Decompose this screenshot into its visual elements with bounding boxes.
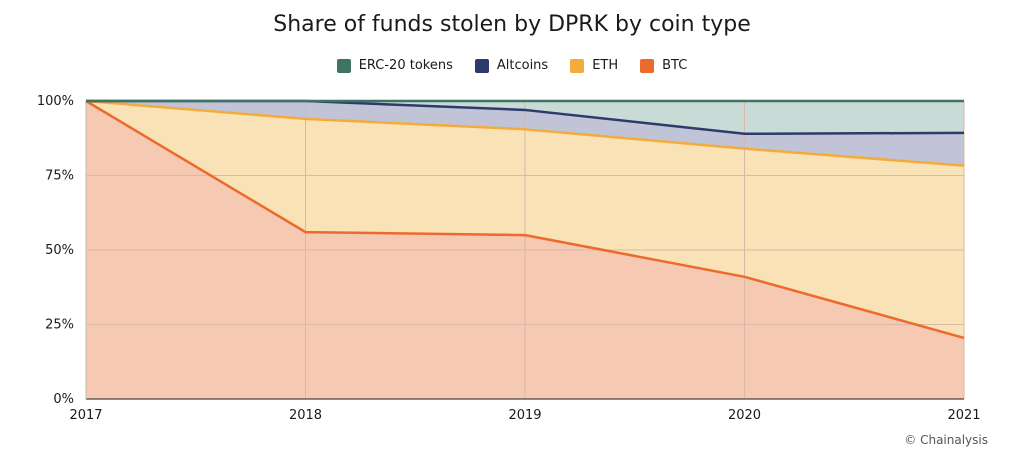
x-tick-label: 2017 (69, 408, 102, 423)
x-tick-label: 2018 (289, 408, 322, 423)
line-btc (85, 99, 965, 340)
chart-legend: ERC-20 tokens Altcoins ETH BTC (0, 58, 1024, 73)
y-tick-label: 75% (45, 169, 74, 184)
legend-item-btc: BTC (640, 58, 687, 73)
x-tick-label: 2021 (947, 408, 980, 423)
legend-item-erc20: ERC-20 tokens (336, 58, 453, 73)
legend-label-btc: BTC (662, 58, 688, 73)
legend-swatch-eth (570, 58, 585, 73)
chart-title: Share of funds stolen by DPRK by coin ty… (273, 12, 751, 37)
x-axis-ticks: 2017 2018 2019 2020 2021 (69, 408, 980, 423)
series-lines (85, 99, 965, 340)
y-tick-label: 50% (45, 243, 74, 258)
legend-swatch-btc (640, 58, 655, 73)
legend-swatch-altcoins (474, 58, 489, 73)
chainalysis-credit: © Chainalysis (904, 433, 988, 447)
y-tick-label: 100% (37, 94, 74, 109)
legend-label-erc20: ERC-20 tokens (358, 58, 453, 73)
x-tick-label: 2020 (728, 408, 761, 423)
legend-item-eth: ETH (570, 58, 618, 73)
y-tick-label: 0% (53, 392, 74, 407)
legend-swatch-erc20 (336, 58, 351, 73)
legend-label-eth: ETH (592, 58, 619, 73)
y-axis-ticks: 0% 25% 50% 75% 100% (37, 94, 74, 407)
y-tick-label: 25% (45, 318, 74, 333)
legend-item-altcoins: Altcoins (474, 58, 549, 73)
legend-label-altcoins: Altcoins (496, 58, 549, 73)
line-eth (85, 99, 965, 167)
x-tick-label: 2019 (508, 408, 541, 423)
